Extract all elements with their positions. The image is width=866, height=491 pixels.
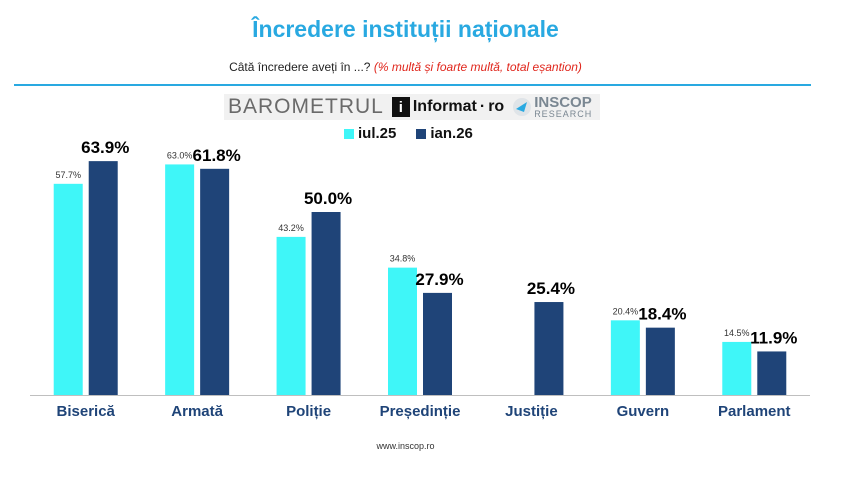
bar-1-5 xyxy=(610,320,640,395)
category-label-5: Guvern xyxy=(617,403,670,420)
informat-logo-text: Informat xyxy=(412,98,477,115)
data-label-2-3: 27.9% xyxy=(415,270,463,289)
bar-1-6 xyxy=(722,341,752,395)
data-label-1-1: 63.0% xyxy=(167,150,193,160)
bar-2-3 xyxy=(423,292,452,395)
data-label-2-6: 11.9% xyxy=(750,328,797,347)
bar-1-0 xyxy=(53,183,83,395)
legend-label-series-2: ian.26 xyxy=(430,125,473,142)
chart-subtitle: Câtă încredere aveți în ...? (% multă și… xyxy=(0,60,811,74)
bar-2-6 xyxy=(757,351,787,395)
bar-1-3 xyxy=(388,267,417,395)
data-label-2-2: 50.0% xyxy=(304,189,352,208)
bar-2-2 xyxy=(311,212,341,395)
subtitle-note: (% multă și foarte multă, total eșantion… xyxy=(373,60,582,74)
footer-url: www.inscop.ro xyxy=(376,441,435,451)
bar-1-2 xyxy=(276,236,306,395)
data-label-2-1: 61.8% xyxy=(193,146,241,165)
data-label-1-3: 34.8% xyxy=(390,254,416,264)
data-label-2-0: 63.9% xyxy=(81,138,129,157)
bar-2-5 xyxy=(645,327,675,395)
category-label-3: Președinție xyxy=(380,403,461,420)
legend-item-series-1: iul.25 xyxy=(344,125,396,142)
legend-item-series-2: ian.26 xyxy=(416,125,473,142)
inscop-logo-sub: RESEARCH xyxy=(534,109,593,119)
informat-i-icon: i xyxy=(391,97,410,117)
category-label-6: Parlament xyxy=(718,403,791,420)
informat-logo: i Informat · ro xyxy=(391,97,505,117)
bar-2-1 xyxy=(200,168,230,395)
title-divider xyxy=(14,84,811,86)
bar-2-0 xyxy=(88,161,118,395)
data-label-1-6: 14.5% xyxy=(724,328,750,338)
subtitle-question: Câtă încredere aveți în ...? xyxy=(229,60,371,74)
category-label-4: Justiție xyxy=(505,403,558,420)
inscop-logo-name: INSCOP xyxy=(534,94,592,111)
data-label-1-0: 57.7% xyxy=(55,170,81,180)
bar-1-1 xyxy=(165,164,195,395)
category-label-1: Armată xyxy=(171,403,223,420)
chart-title: Încredere instituții naționale xyxy=(252,16,559,42)
bar-2-4 xyxy=(534,302,564,395)
informat-logo-tld: ro xyxy=(488,98,505,115)
legend-swatch-series-1 xyxy=(344,128,354,139)
informat-logo-dot: · xyxy=(479,98,486,115)
data-label-1-2: 43.2% xyxy=(278,223,304,233)
category-label-0: Biserică xyxy=(57,403,116,420)
barometru-logo: BAROMETRUL xyxy=(228,95,384,118)
data-label-2-4: 25.4% xyxy=(527,279,575,298)
chart-legend: iul.25 ian.26 xyxy=(344,125,473,142)
category-label-2: Poliție xyxy=(286,403,331,420)
data-label-2-5: 18.4% xyxy=(638,305,686,324)
sponsor-logos: BAROMETRUL i Informat · ro INSCOP RESEARCH xyxy=(224,94,600,120)
data-label-1-5: 20.4% xyxy=(613,306,639,316)
inscop-circle-icon xyxy=(513,98,532,116)
legend-swatch-series-2 xyxy=(416,128,427,139)
legend-label-series-1: iul.25 xyxy=(358,125,397,142)
inscop-logo: INSCOP RESEARCH xyxy=(512,95,592,119)
